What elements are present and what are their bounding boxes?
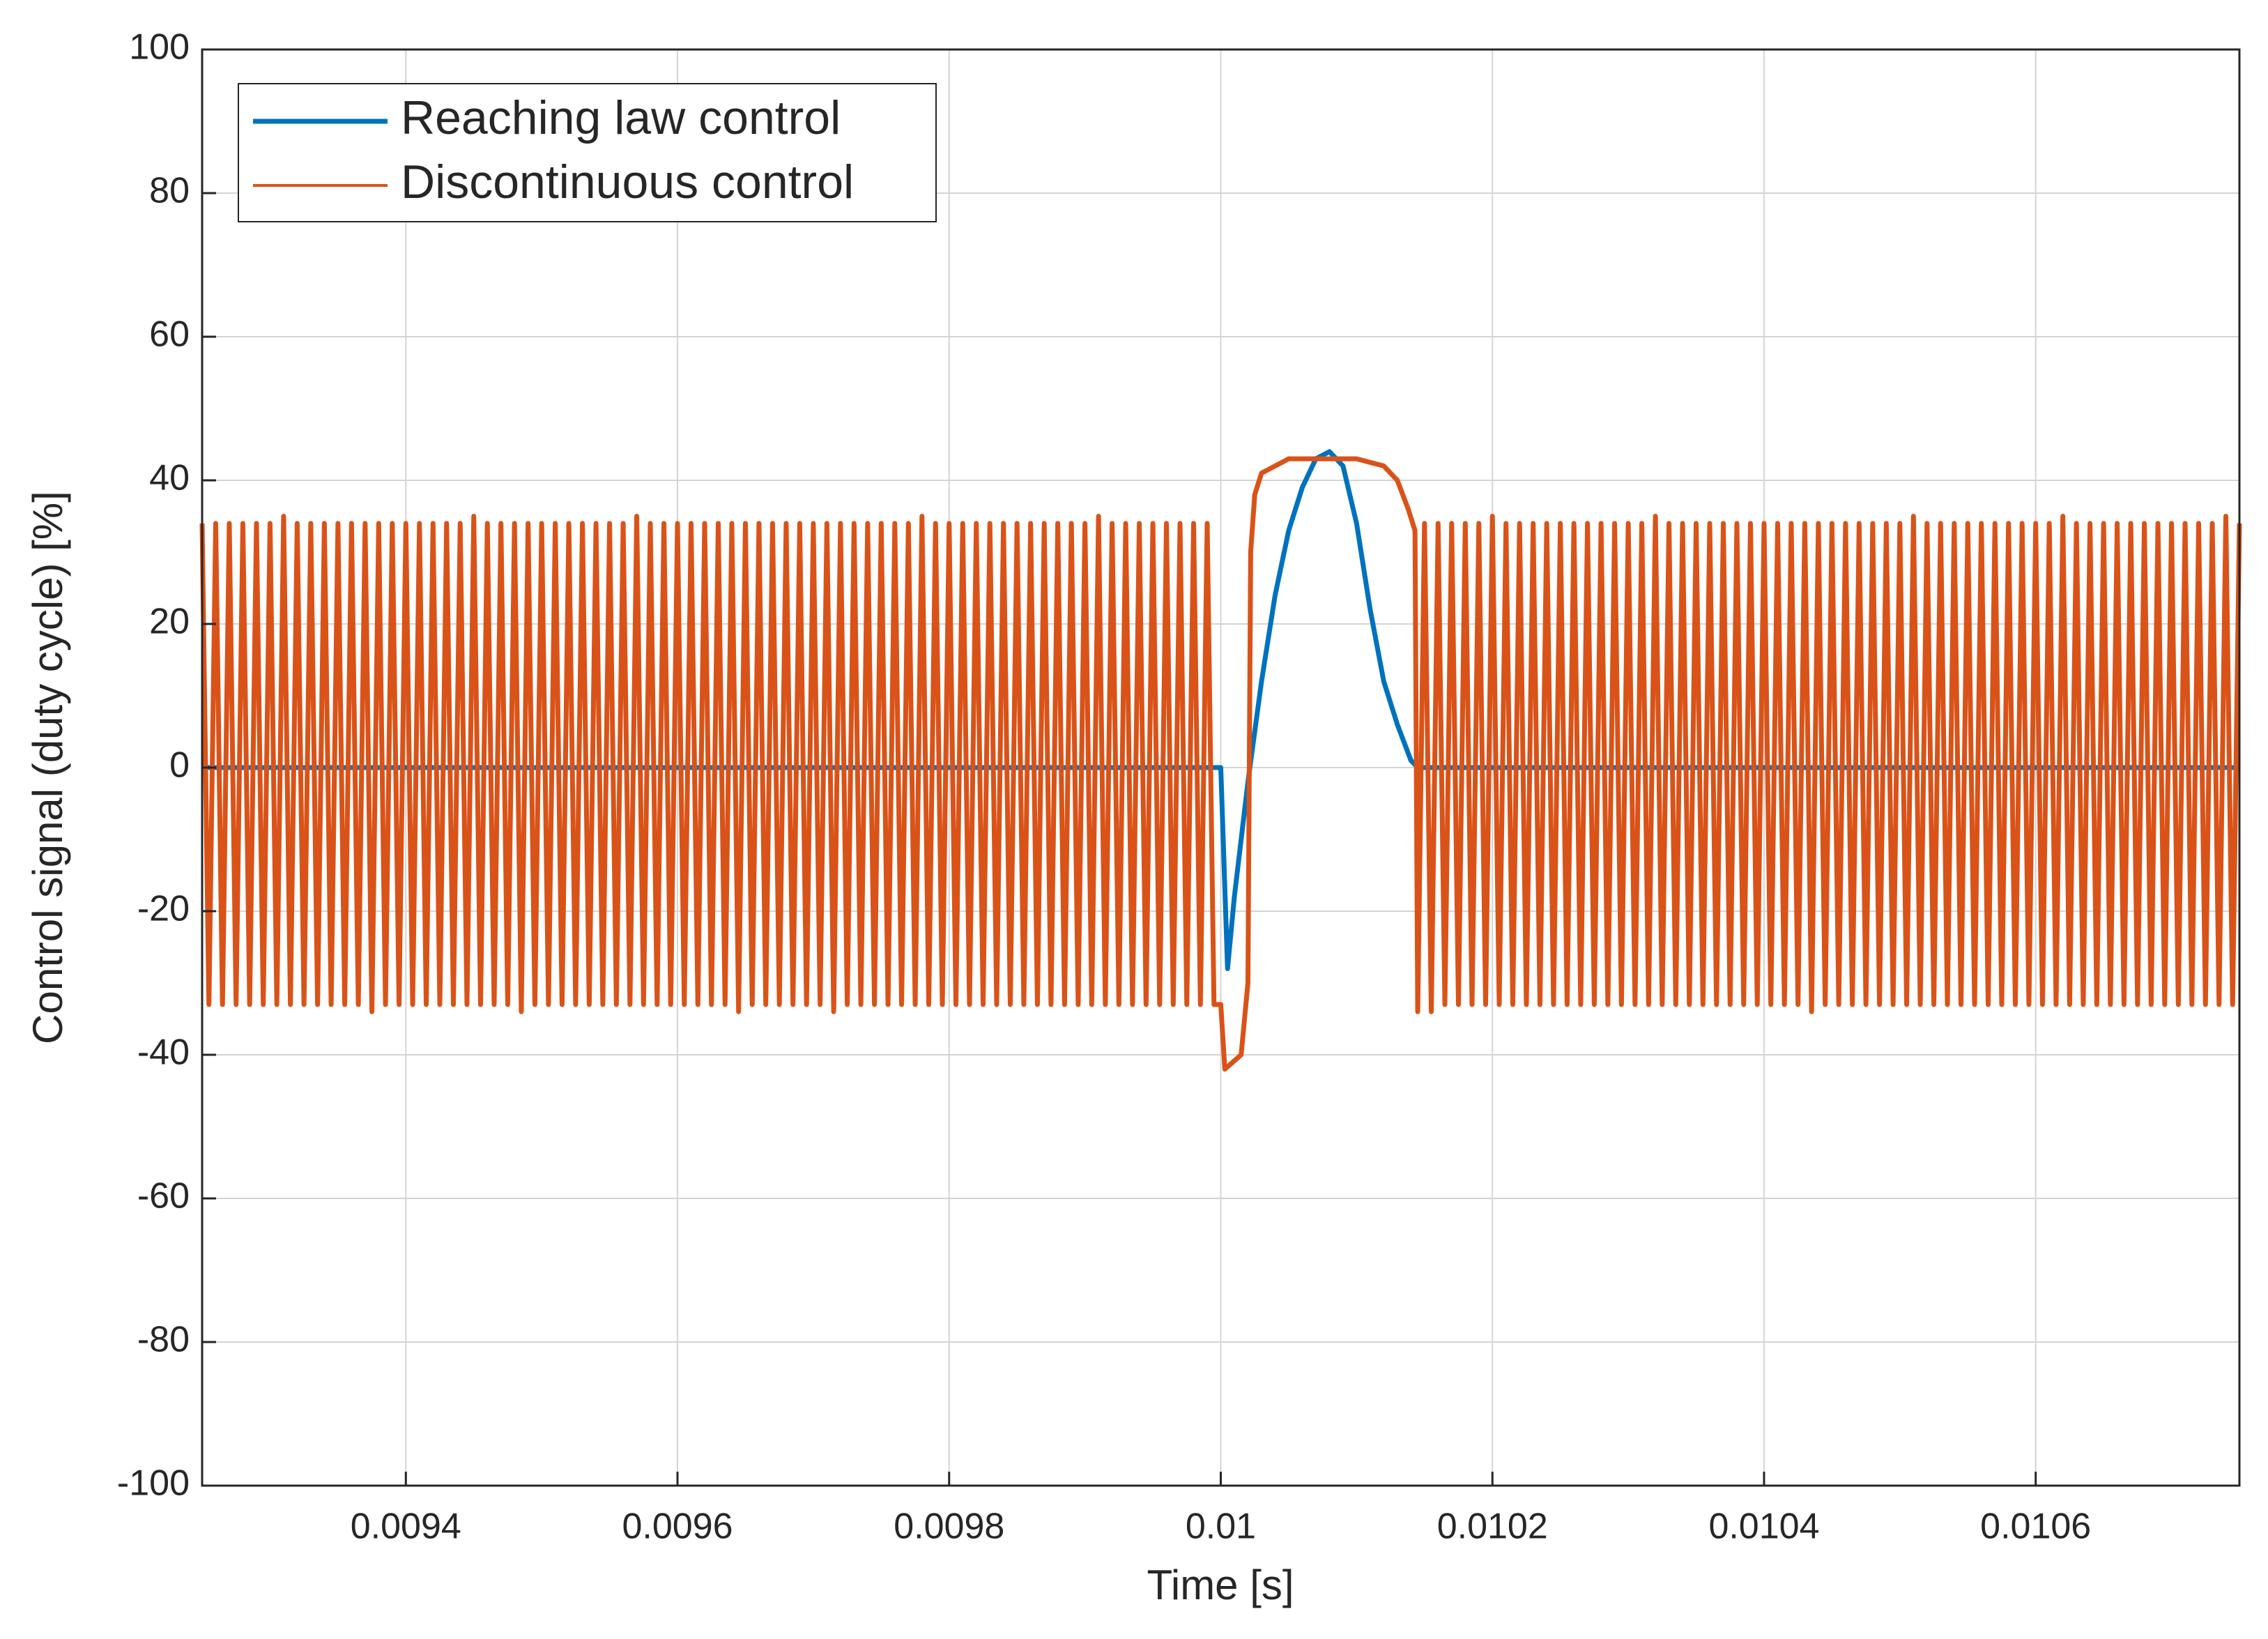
x-tick-label: 0.0098 (894, 1507, 1004, 1547)
x-tick-label: 0.01 (1186, 1507, 1256, 1547)
legend-box (238, 83, 937, 222)
y-tick-label: -80 (137, 1320, 190, 1360)
x-tick-label: 0.0094 (351, 1507, 461, 1547)
x-tick-label: 0.0102 (1437, 1507, 1548, 1547)
legend: Reaching law control Discontinuous contro… (238, 83, 937, 222)
x-tick-label: 0.0106 (1980, 1507, 2091, 1547)
y-tick-label: 0 (169, 745, 190, 786)
y-tick-label: -40 (137, 1032, 190, 1073)
x-axis-label: Time [s] (1147, 1562, 1294, 1608)
y-tick-label: 20 (149, 602, 190, 642)
y-axis-label: Control signal (duty cycle) [%] (24, 491, 71, 1044)
legend-label: Discontinuous control (401, 155, 854, 208)
y-tick-label: 60 (149, 314, 190, 355)
y-tick-label: 80 (149, 171, 190, 211)
y-tick-label: -20 (137, 889, 190, 929)
y-tick-label: 100 (129, 27, 190, 68)
legend-label: Reaching law control (401, 91, 841, 144)
y-tick-label: -100 (117, 1463, 190, 1504)
x-tick-label: 0.0096 (622, 1507, 733, 1547)
series-line (199, 456, 2242, 1072)
ticks: -100 -80 -60 -40 -20 0 20 40 60 80 100 0.0094 0.0096… (117, 27, 2091, 1547)
plot-area (199, 449, 2242, 1072)
y-tick-label: 40 (149, 458, 190, 498)
x-tick-label: 0.0104 (1708, 1507, 1819, 1547)
y-tick-label: -60 (137, 1176, 190, 1217)
